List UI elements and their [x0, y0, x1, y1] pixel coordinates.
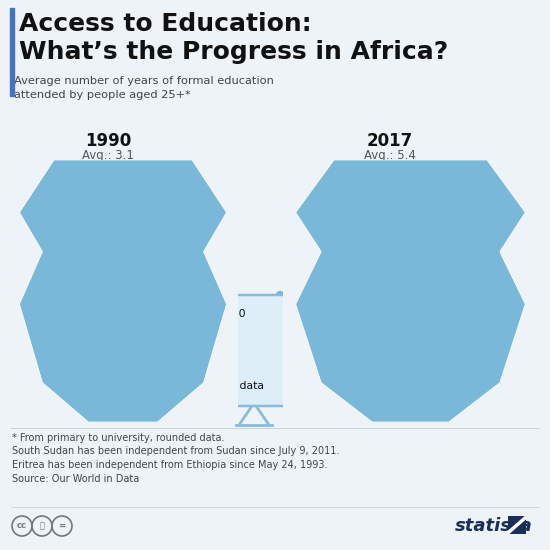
Circle shape	[515, 316, 523, 324]
Text: Access to Education:: Access to Education:	[19, 12, 312, 36]
FancyBboxPatch shape	[192, 295, 316, 406]
Bar	[203, 344, 216, 356]
Circle shape	[277, 292, 283, 299]
Bar	[10, 8, 14, 96]
Circle shape	[241, 296, 249, 304]
Text: No data: No data	[221, 381, 264, 391]
Text: Average number of years of formal education
attended by people aged 25+*: Average number of years of formal educat…	[14, 76, 274, 100]
Text: statista: statista	[455, 517, 533, 535]
Text: 1990: 1990	[85, 132, 131, 150]
Text: South Sudan has been independent from Sudan since July 9, 2011.: South Sudan has been independent from Su…	[12, 447, 339, 456]
Bar	[203, 362, 216, 374]
Bar	[203, 308, 216, 320]
Polygon shape	[344, 329, 378, 351]
Text: Avg.: 5.4: Avg.: 5.4	[364, 149, 416, 162]
Polygon shape	[296, 160, 525, 422]
Circle shape	[244, 337, 250, 344]
Text: <2: <2	[221, 363, 237, 373]
Bar	[203, 380, 216, 392]
Text: Eritrea has been independent from Ethiopia since May 24, 1993.: Eritrea has been independent from Ethiop…	[12, 460, 327, 470]
Polygon shape	[19, 160, 227, 422]
Text: cc: cc	[17, 521, 27, 531]
Circle shape	[32, 292, 40, 299]
Text: 2017: 2017	[367, 132, 413, 150]
Text: * From primary to university, rounded data.: * From primary to university, rounded da…	[12, 433, 224, 443]
Text: 8-10: 8-10	[221, 309, 246, 319]
Text: What’s the Progress in Africa?: What’s the Progress in Africa?	[19, 40, 448, 64]
Text: =: =	[58, 521, 65, 531]
Circle shape	[372, 328, 381, 336]
Bar	[508, 516, 526, 534]
Text: 5-7: 5-7	[221, 327, 239, 337]
Text: Avg.: 3.1: Avg.: 3.1	[82, 149, 134, 162]
Text: ⓘ: ⓘ	[40, 521, 45, 531]
Circle shape	[515, 351, 523, 359]
Text: Source: Our World in Data: Source: Our World in Data	[12, 474, 139, 483]
Bar	[203, 326, 216, 338]
Text: 2-4: 2-4	[221, 345, 239, 355]
